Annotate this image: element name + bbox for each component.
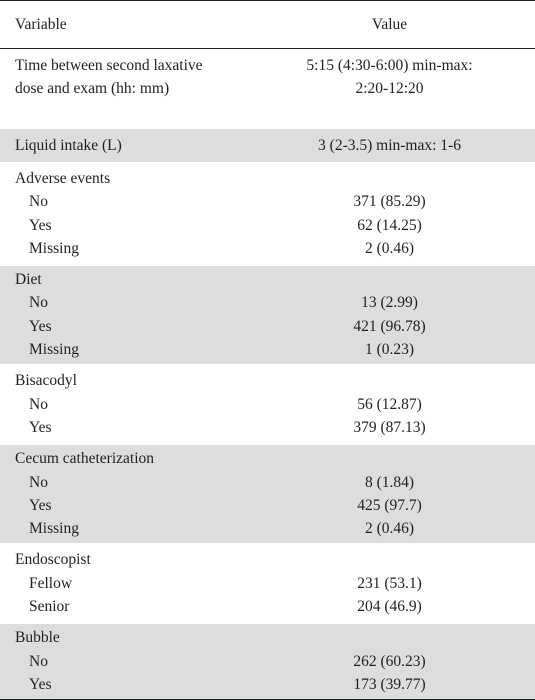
value-cell: 2 (0.46) (364, 239, 415, 257)
row-group-time-between-doses: Time between second laxative 5:15 (4:30-… (0, 49, 535, 129)
table-row: Yes 173 (39.77) (0, 673, 535, 696)
group-title: Diet (15, 271, 42, 289)
variable-cell: No (29, 395, 48, 413)
value-cell: 204 (46.9) (357, 598, 422, 616)
value-cell: 8 (1.84) (364, 473, 415, 491)
table-row: Yes 62 (14.25) (0, 214, 535, 237)
table-row: No 13 (2.99) (0, 291, 535, 314)
value-cell: 13 (2.99) (361, 294, 418, 312)
variable-cell: Yes (29, 675, 52, 693)
row-group-bisacodyl: Bisacodyl No 56 (12.87) Yes 379 (87.13) (0, 367, 535, 446)
variable-column-header: Variable (15, 15, 67, 33)
variable-cell: Yes (29, 216, 52, 234)
group-title-row: Diet (0, 268, 535, 291)
variable-cell: Yes (29, 418, 52, 436)
variable-cell: Time between second laxative (15, 57, 203, 74)
value-cell: 371 (85.29) (353, 193, 426, 211)
value-cell: 173 (39.77) (353, 675, 426, 693)
variable-cell: Missing (29, 341, 79, 359)
variable-cell: Fellow (29, 574, 73, 592)
value-cell: 379 (87.13) (353, 418, 426, 436)
variable-cell: No (29, 473, 48, 491)
value-cell: 5:15 (4:30-6:00) min-max: (306, 57, 473, 74)
row-group-adverse-events: Adverse events No 371 (85.29) Yes 62 (14… (0, 165, 535, 267)
group-title-row: Bisacodyl (0, 369, 535, 392)
value-cell: 421 (96.78) (353, 317, 426, 335)
group-title: Bubble (15, 629, 60, 647)
table-row: Senior 204 (46.9) (0, 595, 535, 618)
variable-cell: Yes (29, 317, 52, 335)
table-row: Missing 2 (0.46) (0, 517, 535, 540)
table-row: Yes 421 (96.78) (0, 315, 535, 338)
row-group-bubble: Bubble No 262 (60.23) Yes 173 (39.77) (0, 624, 535, 700)
variable-cell: Missing (29, 239, 79, 257)
value-cell: 2:20-12:20 (355, 80, 424, 98)
table-row: No 56 (12.87) (0, 393, 535, 416)
group-title-row: Cecum catheterization (0, 447, 535, 470)
table-row: No 262 (60.23) (0, 650, 535, 673)
group-title-row: Adverse events (0, 167, 535, 190)
value-cell: 62 (14.25) (357, 216, 422, 234)
variable-cell: Senior (29, 598, 70, 616)
row-group-endoscopist: Endoscopist Fellow 231 (53.1) Senior 204… (0, 546, 535, 625)
variable-cell: No (29, 193, 48, 211)
variable-cell: Missing (29, 520, 79, 538)
table-row: Missing 1 (0.23) (0, 338, 535, 361)
table-row: Time between second laxative 5:15 (4:30-… (0, 54, 535, 77)
row-group-liquid-intake: Liquid intake (L) 3 (2-3.5) min-max: 1-6 (0, 129, 535, 165)
table-row: Yes 425 (97.7) (0, 494, 535, 517)
value-cell: 262 (60.23) (353, 652, 426, 670)
group-title-row: Endoscopist (0, 548, 535, 571)
table-row: Missing 2 (0.46) (0, 237, 535, 260)
table-header: Variable Value (0, 1, 535, 49)
table-row: dose and exam (hh: mm) 2:20-12:20 (0, 77, 535, 100)
value-cell: 425 (97.7) (357, 496, 422, 514)
row-group-cecum-catheterization: Cecum catheterization No 8 (1.84) Yes 42… (0, 445, 535, 547)
table-row: Fellow 231 (53.1) (0, 572, 535, 595)
table-row: No 371 (85.29) (0, 190, 535, 213)
value-cell: 231 (53.1) (357, 574, 422, 592)
variable-cell: dose and exam (hh: mm) (15, 80, 170, 98)
group-title: Endoscopist (15, 551, 91, 569)
value-cell: 3 (2-3.5) min-max: 1-6 (318, 137, 461, 154)
value-cell: 56 (12.87) (357, 395, 422, 413)
value-cell: 1 (0.23) (364, 341, 415, 359)
variable-cell: Yes (29, 496, 52, 514)
group-title-row: Bubble (0, 626, 535, 649)
variable-cell: No (29, 294, 48, 312)
row-group-diet: Diet No 13 (2.99) Yes 421 (96.78) Missin… (0, 266, 535, 368)
value-column-header: Value (371, 15, 408, 33)
table-row: Liquid intake (L) 3 (2-3.5) min-max: 1-6 (0, 134, 535, 157)
variable-cell: Liquid intake (L) (15, 137, 122, 154)
value-cell: 2 (0.46) (364, 520, 415, 538)
group-title: Adverse events (15, 170, 111, 187)
table-row: Yes 379 (87.13) (0, 416, 535, 439)
variable-cell: No (29, 652, 48, 670)
group-title: Cecum catheterization (15, 450, 155, 468)
table-row: No 8 (1.84) (0, 471, 535, 494)
group-title: Bisacodyl (15, 372, 77, 390)
